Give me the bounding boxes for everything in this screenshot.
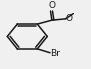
- Text: O: O: [48, 1, 55, 10]
- Text: O: O: [66, 14, 73, 23]
- Text: Br: Br: [51, 49, 60, 58]
